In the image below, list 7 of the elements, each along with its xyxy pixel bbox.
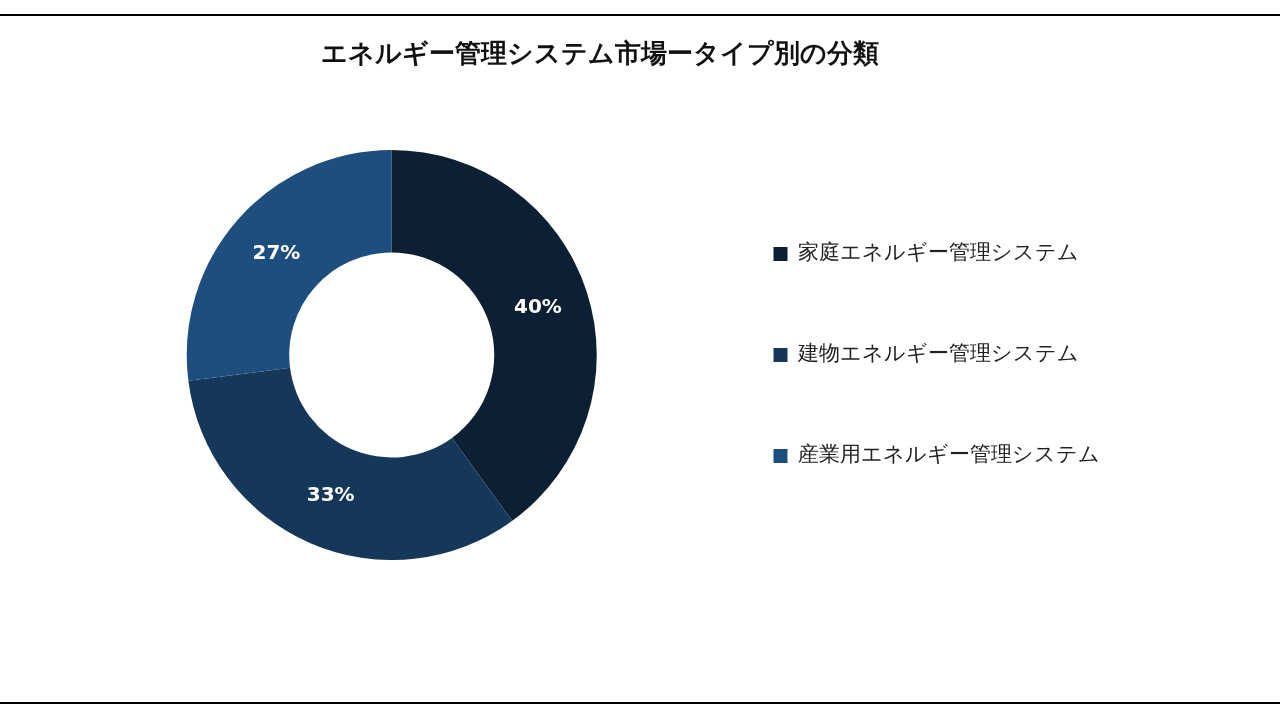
data-label: 27%	[252, 239, 301, 264]
chart-title: エネルギー管理システム市場ータイプ別の分類	[320, 37, 880, 70]
legend-label: 建物エネルギー管理システム	[797, 341, 1079, 366]
data-label: 33%	[306, 482, 355, 507]
legend-label: 産業用エネルギー管理システム	[798, 442, 1100, 467]
legend-label: 家庭エネルギー管理システム	[798, 240, 1079, 265]
data-label: 40%	[514, 293, 562, 318]
